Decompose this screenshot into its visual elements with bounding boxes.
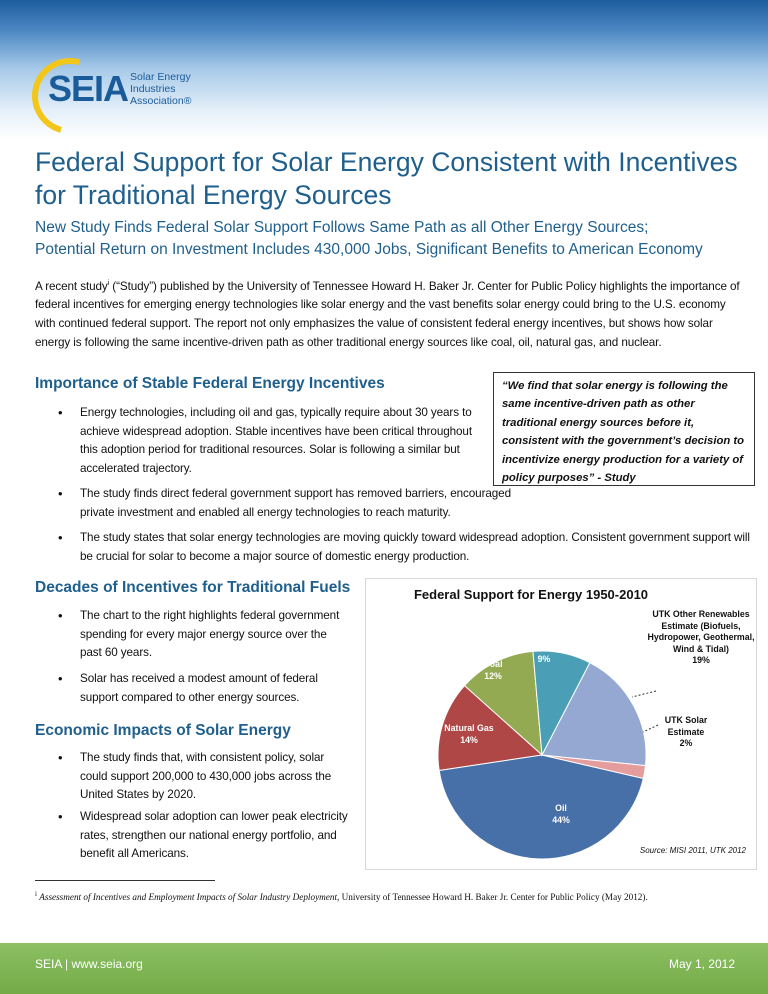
footer: SEIA | www.seia.org May 1, 2012 [0, 943, 768, 994]
slice-name: Natural Gas [444, 723, 494, 733]
footnote-title: Assessment of Incentives and Employment … [39, 892, 338, 903]
intro-lead: A recent study [35, 279, 108, 293]
pie-slice [437, 684, 544, 772]
footer-left: SEIA | www.seia.org [35, 957, 143, 971]
slice-label: Natural Gas 14% [429, 723, 509, 746]
title: Federal Support for Solar Energy Consist… [35, 147, 738, 210]
subtitle-line: New Study Finds Federal Solar Support Fo… [35, 219, 649, 236]
slice-value: 44% [552, 814, 570, 825]
intro: A recent studyi (“Study”) published by t… [35, 275, 740, 352]
slice-value: 12% [484, 670, 502, 681]
slice-value: 19% [692, 655, 710, 665]
bullet: Energy technologies, including oil and g… [58, 404, 475, 478]
footnote: i Assessment of Incentives and Employmen… [35, 890, 755, 902]
pie-slice [532, 650, 591, 757]
pie-slice [438, 754, 644, 860]
slice-label: UTK Other Renewables Estimate (Biofuels,… [645, 609, 757, 667]
intro-text: (“Study”) published by the University of… [35, 279, 740, 349]
slice-value: 2% [679, 738, 693, 748]
bullet: The study finds that, with consistent po… [58, 749, 350, 805]
org-name: Solar Energy Industries Association® [130, 71, 192, 107]
leader-line [631, 690, 657, 698]
slice-name: Coal [483, 659, 503, 669]
bullet: The chart to the right highlights federa… [58, 607, 350, 663]
subtitle-line: Potential Return on Investment Includes … [35, 241, 703, 258]
section-heading: Importance of Stable Federal Energy Ince… [35, 375, 385, 392]
bullet: The study finds direct federal governmen… [58, 485, 520, 522]
bullet: The study states that solar energy techn… [58, 529, 750, 566]
header-banner [0, 0, 768, 140]
slice-label: Coal 12% [463, 659, 523, 682]
pie-chart: Federal Support for Energy 1950-2010 Sou… [365, 578, 757, 870]
section-heading: Economic Impacts of Solar Energy [35, 722, 291, 739]
chart-title: Federal Support for Energy 1950-2010 [413, 587, 649, 602]
footnote-mark: i [35, 890, 37, 898]
slice-label: Oil 44% [531, 803, 591, 826]
bullet: Solar has received a modest amount of fe… [58, 670, 350, 707]
pie-slice [463, 650, 543, 757]
pie-svg [437, 650, 659, 860]
footer-right: May 1, 2012 [668, 957, 735, 971]
slice-name: UTK Solar Estimate [664, 715, 708, 737]
section-heading: Decades of Incentives for Traditional Fu… [35, 579, 351, 596]
footnote-text: , University of Tennessee Howard H. Bake… [337, 892, 648, 903]
slice-value: 9% [537, 653, 551, 664]
bullet: Widespread solar adoption can lower peak… [58, 808, 350, 864]
chart-source: Source: MISI 2011, UTK 2012 [639, 846, 746, 855]
footnote-rule [35, 880, 215, 881]
pie-slice [541, 661, 647, 767]
slice-name: Nuclear [527, 642, 561, 652]
leader-line [642, 724, 659, 733]
slice-name: Oil [555, 803, 567, 813]
subtitle: New Study Finds Federal Solar Support Fo… [35, 217, 765, 261]
quote-box: “We find that solar energy is following … [493, 372, 755, 486]
slice-value: 14% [460, 734, 478, 745]
slice-label: Nuclear 9% [514, 642, 574, 665]
footnote-mark: i [107, 280, 110, 287]
slice-name: UTK Other Renewables Estimate (Biofuels,… [647, 609, 755, 654]
logo: SEIA [48, 68, 129, 109]
slice-label: UTK Solar Estimate 2% [651, 715, 721, 750]
